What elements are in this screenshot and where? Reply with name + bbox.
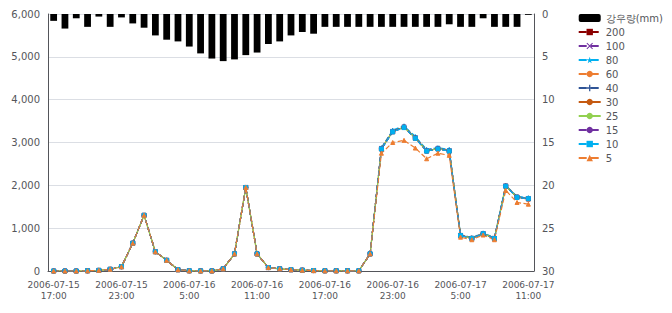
svg-text:30: 30: [606, 97, 619, 108]
svg-text:2006-07-17: 2006-07-17: [502, 280, 554, 290]
svg-text:20: 20: [542, 180, 555, 191]
svg-text:15: 15: [542, 137, 555, 148]
svg-text:5: 5: [542, 51, 548, 62]
svg-text:17:00: 17:00: [41, 291, 67, 301]
svg-text:40: 40: [606, 83, 619, 94]
svg-text:200: 200: [606, 27, 625, 38]
svg-text:23:00: 23:00: [380, 291, 406, 301]
svg-text:17:00: 17:00: [312, 291, 338, 301]
svg-text:25: 25: [542, 223, 555, 234]
svg-text:5:00: 5:00: [179, 291, 199, 301]
svg-text:5:00: 5:00: [450, 291, 470, 301]
svg-text:2006-07-15: 2006-07-15: [27, 280, 79, 290]
svg-text:0: 0: [34, 266, 40, 277]
svg-text:100: 100: [606, 41, 625, 52]
svg-text:5: 5: [606, 153, 612, 164]
svg-text:23:00: 23:00: [108, 291, 134, 301]
svg-text:2006-07-16: 2006-07-16: [367, 280, 420, 290]
svg-text:10: 10: [542, 94, 555, 105]
svg-text:3,000: 3,000: [11, 137, 40, 148]
svg-text:2006-07-16: 2006-07-16: [299, 280, 352, 290]
svg-text:2006-07-16: 2006-07-16: [163, 280, 216, 290]
svg-text:4,000: 4,000: [11, 94, 40, 105]
svg-text:30: 30: [542, 266, 555, 277]
svg-text:11:00: 11:00: [244, 291, 270, 301]
svg-text:2006-07-16: 2006-07-16: [231, 280, 284, 290]
svg-text:15: 15: [606, 125, 619, 136]
svg-text:1,000: 1,000: [11, 223, 40, 234]
svg-text:2,000: 2,000: [11, 180, 40, 191]
svg-text:10: 10: [606, 139, 619, 150]
svg-text:2006-07-15: 2006-07-15: [95, 280, 147, 290]
svg-text:0: 0: [542, 9, 548, 20]
svg-text:2006-07-17: 2006-07-17: [434, 280, 486, 290]
svg-text:강우량(mm): 강우량(mm): [606, 13, 663, 24]
svg-text:6,000: 6,000: [11, 9, 40, 20]
svg-text:11:00: 11:00: [515, 291, 541, 301]
svg-text:5,000: 5,000: [11, 51, 40, 62]
svg-text:60: 60: [606, 69, 619, 80]
svg-text:80: 80: [606, 55, 619, 66]
svg-text:25: 25: [606, 111, 619, 122]
